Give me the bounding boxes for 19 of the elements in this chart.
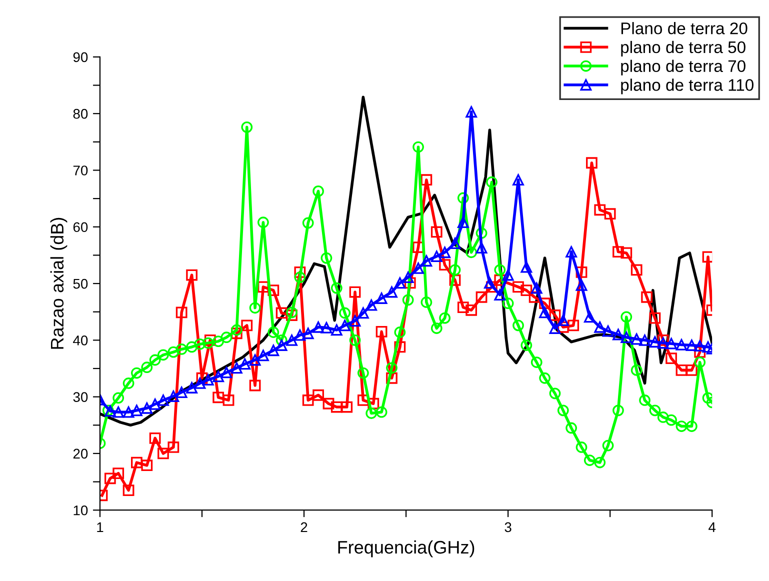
y-tick-label: 20 <box>73 448 88 459</box>
y-tick-label: 60 <box>73 222 88 232</box>
x-tick-label: 4 <box>708 522 716 532</box>
y-tick-label: 70 <box>73 166 88 176</box>
legend-label: plano de terra 50 <box>621 40 746 56</box>
x-tick-label: 3 <box>504 522 512 532</box>
y-tick-label: 90 <box>73 52 88 62</box>
x-tick-label: 2 <box>300 522 308 532</box>
y-tick-label: 50 <box>73 278 88 289</box>
y-tick-label: 80 <box>73 108 88 119</box>
y-tick-label: 30 <box>73 392 88 402</box>
legend-label: Plano de terra 20 <box>621 22 748 34</box>
y-tick-label: 40 <box>73 336 88 346</box>
x-axis-title: Frequencia(GHz) <box>338 540 474 558</box>
legend-label: plano de terra 70 <box>621 60 746 76</box>
y-tick-label: 10 <box>74 505 88 516</box>
y-axis-title: Razao axial (dB) <box>50 218 68 349</box>
legend-label: plano de terra 110 <box>621 78 754 94</box>
x-tick-label: 1 <box>97 522 104 532</box>
